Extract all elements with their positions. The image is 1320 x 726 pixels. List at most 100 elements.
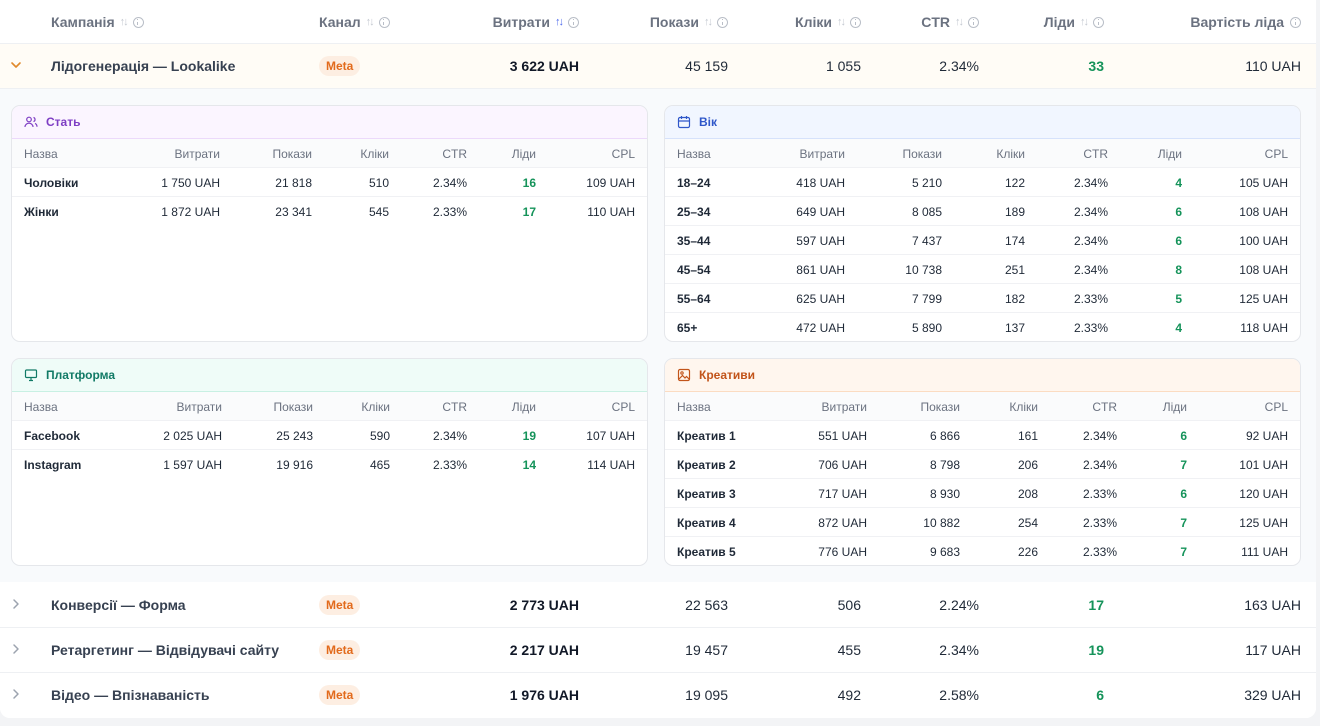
table-cell: 2.34%: [1073, 262, 1108, 277]
table-cell: 6: [1175, 204, 1182, 219]
campaign-name[interactable]: Ретаргетинг — Відвідувачі сайту: [51, 642, 280, 658]
table-cell: Ліди: [511, 146, 536, 161]
table-cell: 55–64: [677, 291, 711, 306]
table-cell: 108 UAH: [1239, 262, 1288, 277]
chevron-down-icon[interactable]: [10, 59, 22, 71]
campaign-ctr: 2.24%: [939, 597, 979, 613]
campaign-cpl: 110 UAH: [1245, 58, 1301, 74]
table-cell: 8 930: [929, 486, 960, 501]
table-cell: Кліки: [1009, 399, 1038, 414]
table-cell: CPL: [1264, 146, 1288, 161]
chevron-right-icon[interactable]: [10, 688, 22, 700]
panel-title: Вік: [699, 115, 718, 129]
header-leads[interactable]: Ліди ↑↓: [1000, 0, 1104, 44]
table-cell: 2.33%: [432, 457, 467, 472]
table-cell: Facebook: [24, 428, 81, 443]
table-cell: 108 UAH: [1239, 204, 1288, 219]
campaign-row[interactable]: Конверсії — Форма Meta 2 773 UAH 22 563 …: [0, 583, 1316, 628]
header-cpl[interactable]: Вартість ліда: [1140, 0, 1301, 44]
table-cell: Назва: [24, 146, 58, 161]
table-cell: 65+: [677, 320, 698, 335]
table-row: Креатив 3 717 UAH 8 930 208 2.33% 6 120 …: [665, 479, 1300, 508]
table-cell: 10 882: [923, 515, 960, 530]
sort-icon[interactable]: ↑↓: [555, 16, 564, 28]
table-cell: 717 UAH: [818, 486, 867, 501]
header-impressions[interactable]: Покази ↑↓: [600, 0, 728, 44]
channel-badge: Meta: [319, 685, 361, 705]
campaign-name[interactable]: Конверсії — Форма: [51, 597, 186, 613]
table-cell: 625 UAH: [796, 291, 845, 306]
table-cell: 182: [1004, 291, 1025, 306]
header-channel[interactable]: Канал ↑↓: [319, 0, 390, 44]
info-icon[interactable]: [132, 16, 144, 28]
table-cell: 510: [368, 175, 389, 190]
table-cell: 16: [522, 175, 536, 190]
campaign-cpl: 163 UAH: [1244, 597, 1301, 613]
campaign-row[interactable]: Лідогенерація — Lookalike Meta 3 622 UAH…: [0, 44, 1316, 89]
table-cell: 21 818: [275, 175, 312, 190]
campaign-spend: 2 773 UAH: [509, 597, 579, 613]
info-icon[interactable]: [968, 16, 979, 28]
header-ctr[interactable]: CTR ↑↓: [880, 0, 979, 44]
table-cell: 17: [522, 204, 536, 219]
table-cell: 120 UAH: [1239, 486, 1288, 501]
table-cell: CPL: [611, 146, 635, 161]
sort-icon[interactable]: ↑↓: [704, 16, 713, 28]
header-spend[interactable]: Витрати ↑↓: [440, 0, 579, 44]
table-cell: 2.34%: [1073, 204, 1108, 219]
campaign-spend: 3 622 UAH: [509, 58, 579, 74]
panel-header-row: Назва Витрати Покази Кліки CTR Ліди CPL: [665, 392, 1300, 421]
table-cell: 2 025 UAH: [163, 428, 222, 443]
calendar-icon: [677, 116, 691, 129]
table-cell: 189: [1004, 204, 1025, 219]
table-row: 65+ 472 UAH 5 890 137 2.33% 4 118 UAH: [665, 313, 1300, 341]
table-cell: 8: [1175, 262, 1182, 277]
table-cell: 551 UAH: [818, 428, 867, 443]
sort-icon[interactable]: ↑↓: [365, 16, 375, 28]
sort-icon[interactable]: ↑↓: [1080, 16, 1089, 28]
campaign-row[interactable]: Ретаргетинг — Відвідувачі сайту Meta 2 2…: [0, 628, 1316, 673]
info-icon[interactable]: [568, 16, 579, 28]
table-cell: Назва: [677, 146, 711, 161]
sort-icon[interactable]: ↑↓: [955, 16, 964, 28]
table-cell: 137: [1004, 320, 1025, 335]
sort-icon[interactable]: ↑↓: [119, 16, 129, 28]
info-icon[interactable]: [850, 16, 861, 28]
table-cell: Кліки: [360, 146, 389, 161]
info-icon[interactable]: [378, 16, 390, 28]
table-cell: 2.34%: [1073, 175, 1108, 190]
table-cell: Покази: [273, 399, 313, 414]
table-row: Креатив 2 706 UAH 8 798 206 2.34% 7 101 …: [665, 450, 1300, 479]
table-cell: 208: [1017, 486, 1038, 501]
table-cell: CPL: [1264, 399, 1288, 414]
sort-icon[interactable]: ↑↓: [837, 16, 846, 28]
monitor-icon: [24, 369, 38, 382]
info-icon[interactable]: [717, 16, 728, 28]
header-clicks[interactable]: Кліки ↑↓: [750, 0, 861, 44]
table-row: Facebook 2 025 UAH 25 243 590 2.34% 19 1…: [12, 421, 647, 450]
table-cell: 19 916: [276, 457, 313, 472]
campaign-name[interactable]: Лідогенерація — Lookalike: [51, 58, 236, 74]
channel-badge: Meta: [319, 640, 361, 660]
table-cell: 5: [1175, 291, 1182, 306]
table-cell: 6: [1175, 233, 1182, 248]
table-cell: 465: [369, 457, 390, 472]
table-row: Жінки 1 872 UAH 23 341 545 2.33% 17 110 …: [12, 197, 647, 226]
header-campaign[interactable]: Кампанія ↑↓: [51, 0, 144, 44]
image-icon: [677, 368, 691, 382]
campaign-name[interactable]: Відео — Впізнаваність: [51, 687, 210, 703]
table-row: 35–44 597 UAH 7 437 174 2.34% 6 100 UAH: [665, 226, 1300, 255]
table-cell: 1 750 UAH: [161, 175, 220, 190]
info-icon[interactable]: [1290, 16, 1301, 28]
table-cell: 1 597 UAH: [163, 457, 222, 472]
table-cell: 25–34: [677, 204, 711, 219]
table-cell: Покази: [272, 146, 312, 161]
chevron-right-icon[interactable]: [10, 643, 22, 655]
campaign-row[interactable]: Відео — Впізнаваність Meta 1 976 UAH 19 …: [0, 673, 1316, 718]
table-cell: 861 UAH: [796, 262, 845, 277]
table-cell: 472 UAH: [796, 320, 845, 335]
chevron-right-icon[interactable]: [10, 598, 22, 610]
campaign-clicks: 492: [837, 687, 861, 703]
info-icon[interactable]: [1093, 16, 1104, 28]
table-row: Instagram 1 597 UAH 19 916 465 2.33% 14 …: [12, 450, 647, 479]
